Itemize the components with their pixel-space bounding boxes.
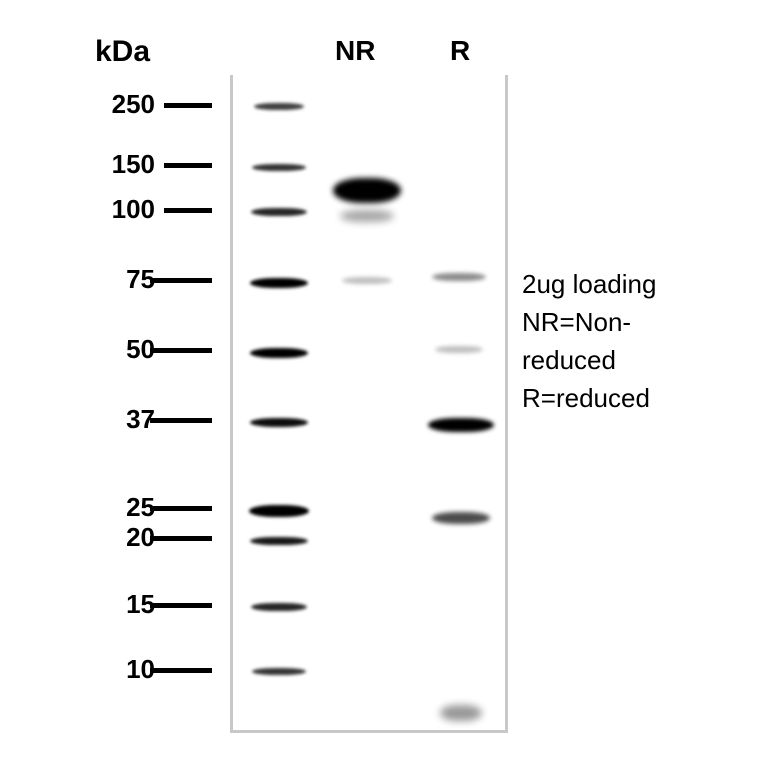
marker-tick-15 (150, 603, 212, 608)
marker-tick-10 (150, 668, 212, 673)
marker-label-25: 25 (100, 492, 155, 523)
r-band-0 (432, 273, 486, 281)
gel-bottom-edge (230, 730, 508, 733)
marker-tick-20 (150, 536, 212, 541)
ladder-band-2 (251, 208, 307, 216)
ladder-band-9 (252, 668, 306, 675)
marker-label-100: 100 (100, 194, 155, 225)
r-band-1 (435, 346, 483, 353)
annotation-line-1: NR=Non- (522, 306, 631, 340)
marker-label-75: 75 (100, 264, 155, 295)
marker-tick-250 (164, 103, 212, 108)
gel-left-edge (230, 75, 233, 730)
lane-label-nr: NR (335, 35, 375, 67)
ladder-band-3 (250, 278, 308, 288)
marker-label-20: 20 (100, 522, 155, 553)
kda-title: kDa (95, 35, 150, 69)
marker-tick-25 (150, 506, 212, 511)
r-band-2 (428, 418, 494, 432)
ladder-band-8 (251, 603, 307, 611)
marker-tick-150 (164, 163, 212, 168)
marker-tick-75 (150, 278, 212, 283)
annotation-line-3: R=reduced (522, 382, 650, 416)
marker-tick-37 (150, 418, 212, 423)
ladder-band-6 (249, 505, 309, 517)
marker-label-10: 10 (100, 654, 155, 685)
marker-label-50: 50 (100, 334, 155, 365)
marker-label-150: 150 (100, 149, 155, 180)
lane-label-r: R (450, 35, 470, 67)
ladder-band-1 (252, 164, 306, 171)
gel-right-edge (505, 75, 508, 730)
r-band-4 (440, 705, 482, 721)
marker-label-15: 15 (100, 589, 155, 620)
marker-label-37: 37 (100, 404, 155, 435)
ladder-band-5 (250, 418, 308, 427)
annotation-line-2: reduced (522, 344, 616, 378)
ladder-band-0 (254, 103, 304, 110)
marker-tick-50 (150, 348, 212, 353)
marker-label-250: 250 (100, 89, 155, 120)
nr-band-1 (340, 210, 394, 222)
r-band-3 (432, 512, 490, 524)
ladder-band-4 (250, 348, 308, 358)
nr-band-2 (342, 277, 392, 284)
marker-tick-100 (164, 208, 212, 213)
ladder-band-7 (250, 537, 308, 545)
nr-band-0 (333, 178, 401, 203)
annotation-line-0: 2ug loading (522, 268, 656, 302)
blot-figure: kDa NR R 250 150 100 75 50 37 2520 15 10 2ug load… (0, 0, 764, 764)
